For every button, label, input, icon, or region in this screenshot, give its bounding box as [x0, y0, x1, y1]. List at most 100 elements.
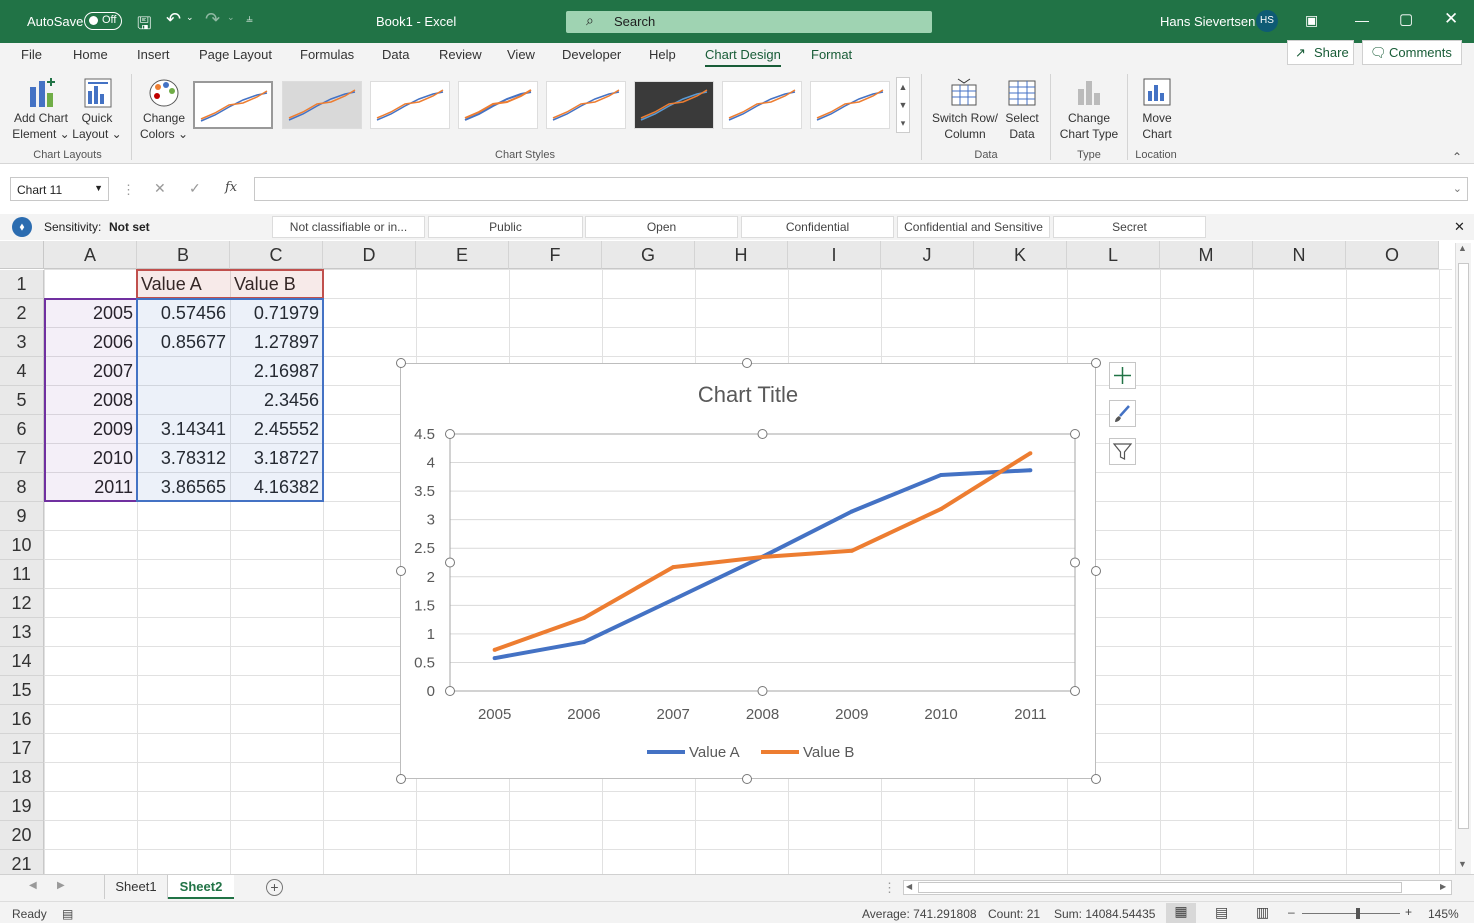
cell-b8[interactable]: 3.86565 [160, 477, 226, 497]
horizontal-scrollbar[interactable]: ◀ ▶ [903, 880, 1452, 895]
insert-function-icon[interactable]: fx [225, 180, 238, 195]
cell-a2[interactable]: 2005 [92, 303, 133, 323]
save-icon[interactable]: 🖫 [137, 14, 152, 33]
cell-a5[interactable]: 2008 [92, 390, 133, 410]
page-break-view-icon[interactable]: ▥ [1256, 904, 1270, 920]
move-chart-button[interactable]: Move Chart [1132, 110, 1182, 142]
column-header-k[interactable]: K [974, 241, 1067, 269]
normal-view-icon[interactable]: ▦ [1166, 903, 1196, 923]
tab-file[interactable]: File [21, 47, 42, 62]
chart-object[interactable]: Chart Title 0 0.5 1 1.5 2 2.5 3 3.5 4 4.5 2005 2006 2… [400, 363, 1096, 779]
row-header-19[interactable]: 19 [0, 792, 44, 821]
cell-b1[interactable]: Value A [141, 274, 202, 294]
cell-c7[interactable]: 3.18727 [253, 448, 319, 468]
minimize-icon[interactable]: — [1355, 12, 1369, 28]
vertical-scroll-thumb[interactable] [1458, 263, 1469, 829]
name-box[interactable]: Chart 11 ▼ [10, 177, 109, 201]
column-header-f[interactable]: F [509, 241, 602, 269]
chart-elements-button[interactable] [1109, 362, 1136, 389]
chart-filters-button[interactable] [1109, 438, 1136, 465]
redo-dropdown-icon[interactable]: ⌄ [227, 12, 235, 22]
resize-handle[interactable] [1091, 774, 1101, 784]
row-header-15[interactable]: 15 [0, 676, 44, 705]
quick-layout-button[interactable]: Quick Layout ⌄ [70, 110, 124, 142]
scroll-down-arrow-icon[interactable]: ▼ [1458, 859, 1467, 869]
change-colors-button[interactable]: Change Colors ⌄ [136, 110, 192, 142]
search-box[interactable]: ⌕ Search [566, 11, 932, 33]
cancel-icon[interactable]: ✕ [154, 180, 166, 196]
select-data-button[interactable]: Select Data [999, 110, 1045, 142]
resize-handle[interactable] [742, 358, 752, 368]
column-header-i[interactable]: I [788, 241, 881, 269]
tab-help[interactable]: Help [649, 47, 676, 62]
expand-formula-icon[interactable]: ⌄ [1452, 183, 1462, 195]
change-chart-type-button[interactable]: Change Chart Type [1056, 110, 1122, 142]
more-styles-icon[interactable]: ▾ [900, 118, 906, 128]
scroll-down-icon[interactable]: ▼ [898, 100, 908, 110]
scroll-right-arrow-icon[interactable]: ▶ [1440, 882, 1447, 891]
comments-button[interactable]: 🗨 Comments [1362, 40, 1462, 65]
resize-handle[interactable] [1091, 566, 1101, 576]
sensitivity-option-not-classifiable[interactable]: Not classifiable or in... [272, 216, 425, 238]
prev-sheet-icon[interactable]: ◀ [29, 880, 37, 891]
column-header-a[interactable]: A [44, 241, 137, 269]
formula-input[interactable]: ⌄ [254, 177, 1468, 201]
ribbon-display-icon[interactable]: ▣ [1305, 12, 1319, 28]
column-header-o[interactable]: O [1346, 241, 1439, 269]
row-header-5[interactable]: 5 [0, 386, 44, 415]
cell-a1[interactable] [44, 270, 137, 299]
zoom-in-icon[interactable]: + [1405, 905, 1413, 919]
row-header-1[interactable]: 1 [0, 270, 44, 299]
column-header-b[interactable]: B [137, 241, 230, 269]
tab-page-layout[interactable]: Page Layout [199, 47, 273, 62]
chart-style-8[interactable] [810, 81, 890, 129]
resize-handle[interactable] [396, 358, 406, 368]
row-header-20[interactable]: 20 [0, 821, 44, 850]
cell-b2[interactable]: 0.57456 [160, 303, 226, 323]
chart-styles-scroll[interactable]: ▲ ▼ ▾ [896, 77, 910, 133]
customize-qat-icon[interactable]: ⫨ [246, 11, 253, 25]
cell-a8[interactable]: 2011 [94, 477, 133, 497]
resize-handle[interactable] [396, 774, 406, 784]
sensitivity-option-secret[interactable]: Secret [1053, 216, 1206, 238]
tab-developer[interactable]: Developer [562, 47, 622, 62]
cell-c5[interactable]: 2.3456 [263, 390, 319, 410]
row-header-14[interactable]: 14 [0, 647, 44, 676]
zoom-level[interactable]: 145% [1428, 907, 1459, 921]
avatar[interactable]: HS [1256, 10, 1278, 32]
undo-icon[interactable]: ↶ [166, 9, 182, 29]
scroll-up-icon[interactable]: ▲ [898, 82, 908, 92]
sheet-tab-sheet1[interactable]: Sheet1 [104, 875, 168, 899]
cell-b3[interactable]: 0.85677 [160, 332, 226, 352]
add-sheet-icon[interactable]: + [266, 879, 283, 896]
name-box-dropdown-icon[interactable]: ▼ [94, 183, 103, 193]
tab-insert[interactable]: Insert [137, 47, 170, 62]
row-header-12[interactable]: 12 [0, 589, 44, 618]
chart-style-4[interactable] [458, 81, 538, 129]
share-button[interactable]: ↗ Share [1287, 40, 1354, 65]
chart-style-3[interactable] [370, 81, 450, 129]
cell-c6[interactable]: 2.45552 [253, 419, 319, 439]
chart-style-1[interactable] [193, 81, 273, 129]
zoom-slider-track[interactable] [1302, 913, 1400, 914]
sensitivity-option-public[interactable]: Public [428, 216, 583, 238]
row-header-6[interactable]: 6 [0, 415, 44, 444]
tab-format[interactable]: Format [811, 47, 853, 62]
column-header-e[interactable]: E [416, 241, 509, 269]
sensitivity-option-confidential-sensitive[interactable]: Confidential and Sensitive [897, 216, 1050, 238]
row-header-3[interactable]: 3 [0, 328, 44, 357]
tab-splitter-icon[interactable]: ⋮ [883, 880, 896, 895]
cell-c8[interactable]: 4.16382 [253, 477, 319, 497]
column-header-l[interactable]: L [1067, 241, 1160, 269]
cell-b7[interactable]: 3.78312 [160, 448, 226, 468]
row-header-7[interactable]: 7 [0, 444, 44, 473]
cell-c1[interactable]: Value B [234, 274, 296, 294]
select-all-corner[interactable] [0, 241, 44, 269]
page-layout-view-icon[interactable]: ▤ [1215, 904, 1229, 920]
chart-styles-button[interactable] [1109, 400, 1136, 427]
column-header-m[interactable]: M [1160, 241, 1253, 269]
close-sensitivity-icon[interactable]: ✕ [1454, 219, 1465, 234]
column-header-g[interactable]: G [602, 241, 695, 269]
scroll-left-arrow-icon[interactable]: ◀ [906, 882, 913, 891]
chart-style-7[interactable] [722, 81, 802, 129]
